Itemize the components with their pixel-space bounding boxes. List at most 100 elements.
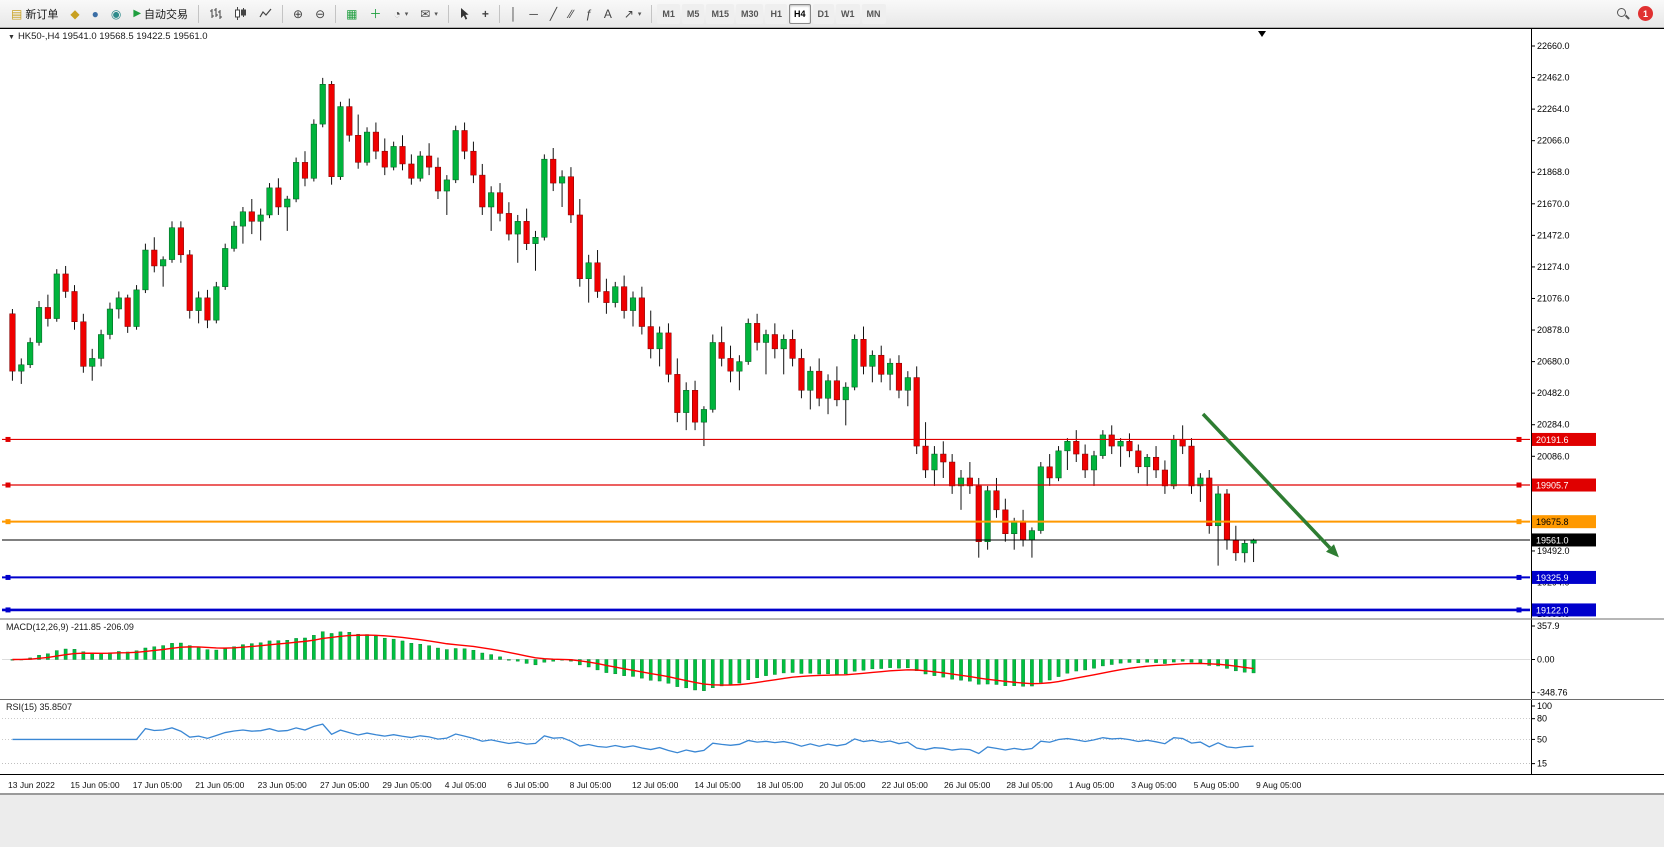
arrowhead xyxy=(1326,544,1339,558)
profile-button[interactable]: ● xyxy=(87,3,104,25)
timeframe-m15[interactable]: M15 xyxy=(706,3,734,24)
svg-text:4 Jul 05:00: 4 Jul 05:00 xyxy=(445,780,487,790)
svg-text:0.00: 0.00 xyxy=(1537,655,1555,665)
timeframe-w1[interactable]: W1 xyxy=(836,3,860,24)
svg-text:15 Jun 05:00: 15 Jun 05:00 xyxy=(70,780,119,790)
svg-text:28 Jul 05:00: 28 Jul 05:00 xyxy=(1006,780,1053,790)
cursor-button[interactable] xyxy=(454,3,475,25)
bar-chart-button[interactable] xyxy=(204,3,227,25)
svg-text:21868.0: 21868.0 xyxy=(1537,167,1570,177)
line-chart-icon xyxy=(259,7,272,20)
macd-pane xyxy=(2,631,1530,691)
svg-text:12 Jul 05:00: 12 Jul 05:00 xyxy=(632,780,679,790)
indicators-add-icon: ＋ xyxy=(369,6,382,21)
svg-text:22264.0: 22264.0 xyxy=(1537,104,1570,114)
market-watch-button[interactable]: ◆ xyxy=(65,3,84,25)
window-footer xyxy=(0,794,1664,847)
search-icon[interactable] xyxy=(1616,7,1630,21)
hline-19675.8[interactable]: 19675.8 xyxy=(2,515,1596,529)
toolbar: ▤ 新订单 ◆ ● ◉ ▶ 自动交易 ⊕ ⊖ ▦ ＋ ◔ ▾ ✉ ▾ xyxy=(0,0,1664,28)
svg-text:80: 80 xyxy=(1537,714,1547,724)
chart-header: ▼ HK50-,H4 19541.0 19568.5 19422.5 19561.… xyxy=(8,31,208,42)
svg-text:22462.0: 22462.0 xyxy=(1537,73,1570,83)
fibonacci-icon: ƒ xyxy=(585,6,592,21)
svg-text:15: 15 xyxy=(1537,759,1547,769)
svg-text:19122.0: 19122.0 xyxy=(1536,605,1569,615)
arrow-objects-icon: ↗ xyxy=(623,6,634,21)
hline-19561.0[interactable]: 19561.0 xyxy=(2,533,1596,547)
svg-text:50: 50 xyxy=(1537,734,1547,744)
zoom-in-button[interactable]: ⊕ xyxy=(288,3,308,25)
chart-shift-marker[interactable] xyxy=(1258,31,1266,37)
candlestick-button[interactable] xyxy=(229,3,252,25)
horizontal-line-icon: ─ xyxy=(529,6,538,21)
price-badge-19561.0 xyxy=(1532,533,1596,547)
rsi-line xyxy=(12,723,1254,755)
candlestick-chart: 22660.0 22462.0 22264.0 22066.0 21868.0 21670… xyxy=(0,28,1664,794)
timeframe-m30[interactable]: M30 xyxy=(735,3,764,24)
notification-badge[interactable]: 1 xyxy=(1638,6,1653,21)
vertical-line-icon: │ xyxy=(509,6,518,21)
svg-text:29 Jun 05:00: 29 Jun 05:00 xyxy=(382,780,431,790)
trendline-button[interactable]: ╱ xyxy=(545,3,562,25)
svg-text:17 Jun 05:00: 17 Jun 05:00 xyxy=(133,780,182,790)
svg-text:1 Aug 05:00: 1 Aug 05:00 xyxy=(1069,780,1115,790)
vertical-line-button[interactable]: │ xyxy=(505,3,523,25)
trendline-icon: ╱ xyxy=(549,6,558,21)
text-tool-icon: A xyxy=(603,6,612,21)
text-tool-button[interactable]: A xyxy=(599,3,617,25)
svg-text:20191.6: 20191.6 xyxy=(1536,435,1569,445)
tile-windows-icon: ▦ xyxy=(346,6,358,21)
rsi-axis[interactable]: 100 80 50 15 xyxy=(1531,701,1552,769)
crosshair-button[interactable]: + xyxy=(477,3,494,25)
price-badge-20191.6 xyxy=(1532,432,1596,446)
indicators-button[interactable]: ＋ xyxy=(364,3,386,25)
timeframe-m1[interactable]: M1 xyxy=(657,3,680,24)
price-badge-19325.9 xyxy=(1532,570,1596,584)
toolbar-separator xyxy=(335,4,337,23)
toolbar-separator xyxy=(498,4,500,23)
hline-19122.0[interactable]: 19122.0 xyxy=(2,603,1596,617)
channel-button[interactable]: ∕∕ xyxy=(564,3,578,25)
hline-19905.7[interactable]: 19905.7 xyxy=(2,478,1596,492)
fibonacci-button[interactable]: ƒ xyxy=(580,3,597,25)
macd-signal-line xyxy=(12,634,1254,686)
chart-window: 22660.0 22462.0 22264.0 22066.0 21868.0 21670… xyxy=(0,28,1664,794)
timeframe-h1[interactable]: H1 xyxy=(765,3,787,24)
line-chart-button[interactable] xyxy=(254,3,277,25)
tile-windows-button[interactable]: ▦ xyxy=(341,3,362,25)
svg-text:3 Aug 05:00: 3 Aug 05:00 xyxy=(1131,780,1177,790)
svg-text:20680.0: 20680.0 xyxy=(1537,357,1570,367)
community-button[interactable]: ◉ xyxy=(106,3,126,25)
new-order-button[interactable]: ▤ 新订单 xyxy=(6,3,63,25)
timeframe-m5[interactable]: M5 xyxy=(681,3,705,24)
date-axis[interactable]: 13 Jun 2022 15 Jun 05:00 17 Jun 05:00 21 Ju… xyxy=(8,780,1302,790)
svg-text:23 Jun 05:00: 23 Jun 05:00 xyxy=(258,780,307,790)
symbol-dropdown-icon[interactable]: ▼ xyxy=(8,34,15,41)
candlestick-icon xyxy=(234,7,247,20)
arrow-objects-button[interactable]: ↗ ▾ xyxy=(619,3,647,25)
objects-list-button[interactable]: ✉ ▾ xyxy=(415,3,443,25)
horizontal-line-button[interactable]: ─ xyxy=(524,3,543,25)
autotrading-button[interactable]: ▶ 自动交易 xyxy=(128,3,193,25)
timeframe-h4[interactable]: H4 xyxy=(788,3,811,24)
svg-text:21076.0: 21076.0 xyxy=(1537,293,1570,303)
period-button[interactable]: ◔ ▾ xyxy=(389,3,414,25)
timeframe-mn[interactable]: MN xyxy=(861,3,886,24)
svg-text:14 Jul 05:00: 14 Jul 05:00 xyxy=(694,780,741,790)
svg-text:21274.0: 21274.0 xyxy=(1537,262,1570,272)
svg-text:22660.0: 22660.0 xyxy=(1537,41,1570,51)
svg-text:18 Jul 05:00: 18 Jul 05:00 xyxy=(757,780,804,790)
price-axis[interactable]: 22660.0 22462.0 22264.0 22066.0 21868.0 21670… xyxy=(1531,41,1570,619)
timeframe-d1[interactable]: D1 xyxy=(812,3,835,24)
zoom-out-button[interactable]: ⊖ xyxy=(310,3,330,25)
macd-axis[interactable]: 357.9 0.00 -348.76 xyxy=(1531,621,1568,697)
rsi-pane xyxy=(2,718,1530,764)
zoom-in-icon: ⊕ xyxy=(293,6,304,21)
hline-20191.6[interactable]: 20191.6 xyxy=(2,432,1596,446)
autotrading-label: 自动交易 xyxy=(144,8,189,21)
trend-arrow[interactable] xyxy=(1201,412,1339,558)
candles-group xyxy=(9,77,1257,566)
envelope-icon: ✉ xyxy=(420,6,431,21)
hline-19325.9[interactable]: 19325.9 xyxy=(2,570,1596,584)
